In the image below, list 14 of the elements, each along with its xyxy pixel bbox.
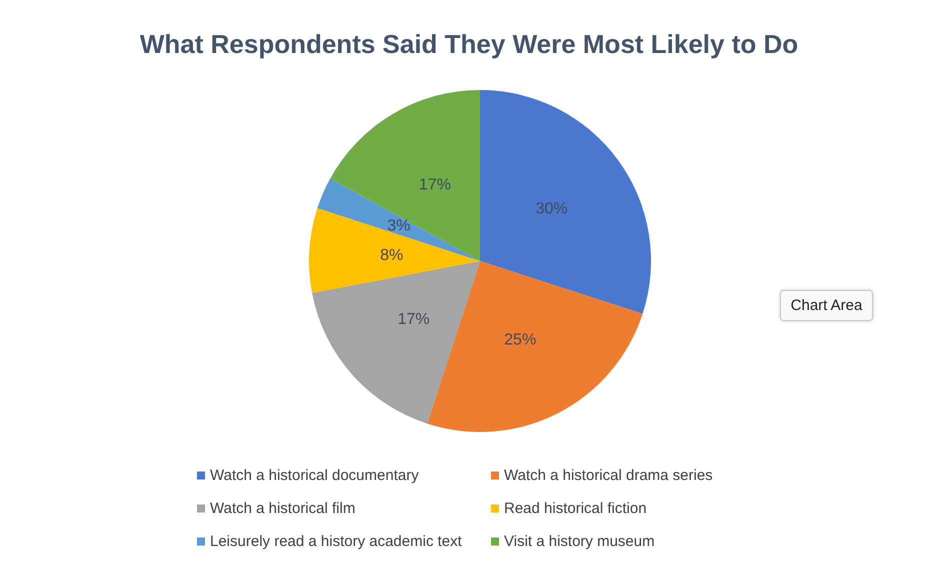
- data-label: 17%: [398, 311, 430, 328]
- data-label: 25%: [504, 331, 536, 348]
- legend-label: Visit a history museum: [504, 533, 655, 550]
- legend-label: Watch a historical drama series: [504, 467, 713, 484]
- data-label: 30%: [536, 200, 568, 218]
- data-label: 3%: [387, 217, 410, 234]
- text: Chart Area: [790, 297, 863, 314]
- legend-label: Watch a historical documentary: [210, 467, 420, 484]
- data-label: 8%: [380, 246, 404, 264]
- data-label: 17%: [418, 176, 451, 194]
- chart-title: What Respondents Said They Were Most Likely to Do: [140, 29, 798, 59]
- legend-label: Read historical fiction: [504, 500, 647, 517]
- legend-label: Watch a historical film: [210, 500, 356, 517]
- legend-label: Leisurely read a history academic text: [210, 533, 463, 550]
